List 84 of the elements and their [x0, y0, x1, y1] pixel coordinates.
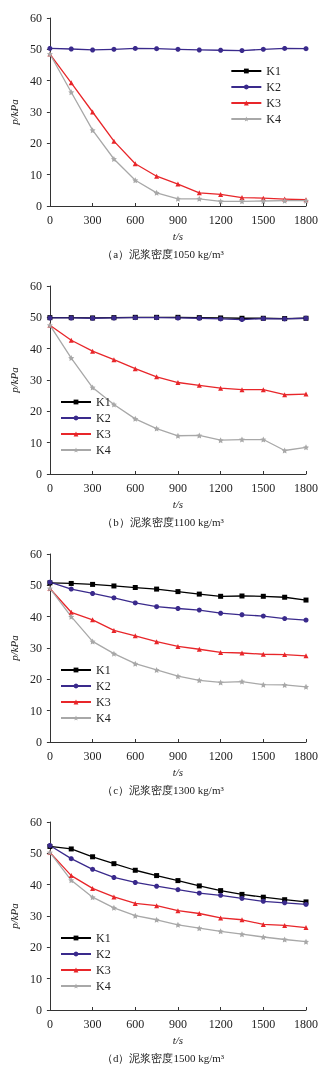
y-tick-label: 60: [29, 815, 42, 829]
legend-label: K2: [266, 80, 282, 94]
legend-label: K1: [96, 395, 111, 409]
y-tick-label: 40: [29, 73, 42, 88]
y-tick-label: 50: [29, 846, 42, 861]
y-tick-label: 60: [29, 11, 42, 25]
x-tick-label: 300: [83, 481, 102, 495]
x-axis-title: t/s: [172, 498, 184, 511]
y-tick-label: 60: [29, 279, 42, 293]
legend-label: K4: [96, 711, 111, 725]
y-tick-label: 20: [29, 672, 42, 687]
y-tick-label: 0: [35, 735, 42, 749]
text: （c）泥浆密度1300 kg/m³: [102, 783, 225, 796]
x-tick-label: 600: [126, 481, 145, 495]
y-tick-label: 10: [29, 167, 42, 182]
legend-label: K4: [96, 443, 111, 457]
x-tick-label: 900: [168, 213, 187, 227]
x-axis-title: t/s: [172, 766, 184, 779]
x-axis-title: t/s: [172, 230, 184, 243]
y-tick-label: 20: [29, 940, 42, 955]
x-tick-label: 600: [126, 749, 145, 763]
x-tick-label: 1500: [251, 1017, 276, 1031]
x-tick-label: 1800: [294, 213, 318, 227]
x-tick-label: 600: [126, 1017, 145, 1031]
x-tick-label: 0: [46, 481, 53, 495]
legend-label: K3: [96, 695, 111, 709]
y-tick-label: 0: [35, 1003, 42, 1017]
legend-label: K1: [266, 64, 282, 78]
y-axis-title: p/kPa: [7, 366, 20, 394]
y-tick-label: 50: [29, 578, 42, 593]
legend-label: K3: [266, 96, 282, 110]
x-tick-label: 1200: [208, 1017, 233, 1031]
x-tick-label: 1200: [208, 481, 233, 495]
x-axis-title: t/s: [172, 1034, 184, 1047]
x-tick-label: 1500: [251, 749, 276, 763]
x-tick-label: 1800: [294, 1017, 318, 1031]
y-tick-label: 30: [29, 373, 42, 387]
x-tick-label: 300: [83, 749, 102, 763]
x-tick-label: 1200: [208, 749, 233, 763]
y-tick-label: 60: [29, 547, 42, 561]
x-tick-label: 900: [168, 481, 187, 495]
x-tick-label: 600: [126, 213, 145, 227]
y-tick-label: 0: [35, 467, 42, 481]
x-tick-label: 300: [83, 1017, 102, 1031]
legend-label: K1: [96, 663, 111, 677]
y-axis-title: p/kPa: [7, 902, 20, 930]
text: （a）泥浆密度1050 kg/m³: [102, 247, 225, 260]
y-axis-title: p/kPa: [7, 634, 20, 662]
y-tick-label: 10: [29, 971, 42, 986]
x-tick-label: 300: [83, 213, 102, 227]
y-tick-label: 40: [29, 341, 42, 356]
legend-label: K2: [96, 679, 111, 693]
y-tick-label: 50: [29, 42, 42, 57]
x-tick-label: 0: [46, 213, 53, 227]
x-tick-label: 900: [168, 1017, 187, 1031]
y-tick-label: 10: [29, 435, 42, 450]
y-tick-label: 30: [29, 909, 42, 923]
y-tick-label: 40: [29, 877, 42, 892]
x-tick-label: 0: [46, 1017, 53, 1031]
y-axis-title: p/kPa: [7, 98, 20, 126]
legend-label: K4: [96, 979, 111, 993]
y-tick-label: 40: [29, 609, 42, 624]
legend-label: K4: [266, 112, 282, 126]
x-tick-label: 1200: [208, 213, 233, 227]
legend-label: K1: [96, 931, 111, 945]
x-tick-label: 900: [168, 749, 187, 763]
text: （b）泥浆密度1100 kg/m³: [102, 515, 225, 528]
y-tick-label: 20: [29, 404, 42, 419]
y-tick-label: 10: [29, 703, 42, 718]
x-tick-label: 1800: [294, 749, 318, 763]
x-tick-label: 1800: [294, 481, 318, 495]
text: （d）泥浆密度1500 kg/m³: [101, 1051, 225, 1064]
legend-label: K3: [96, 963, 111, 977]
x-tick-label: 0: [46, 749, 53, 763]
y-tick-label: 0: [35, 199, 42, 213]
y-tick-label: 30: [29, 641, 42, 655]
y-tick-label: 20: [29, 136, 42, 151]
legend-label: K2: [96, 947, 111, 961]
y-tick-label: 30: [29, 105, 42, 119]
x-tick-label: 1500: [251, 481, 276, 495]
legend-label: K3: [96, 427, 111, 441]
legend-label: K2: [96, 411, 111, 425]
x-tick-label: 1500: [251, 213, 276, 227]
y-tick-label: 50: [29, 310, 42, 325]
